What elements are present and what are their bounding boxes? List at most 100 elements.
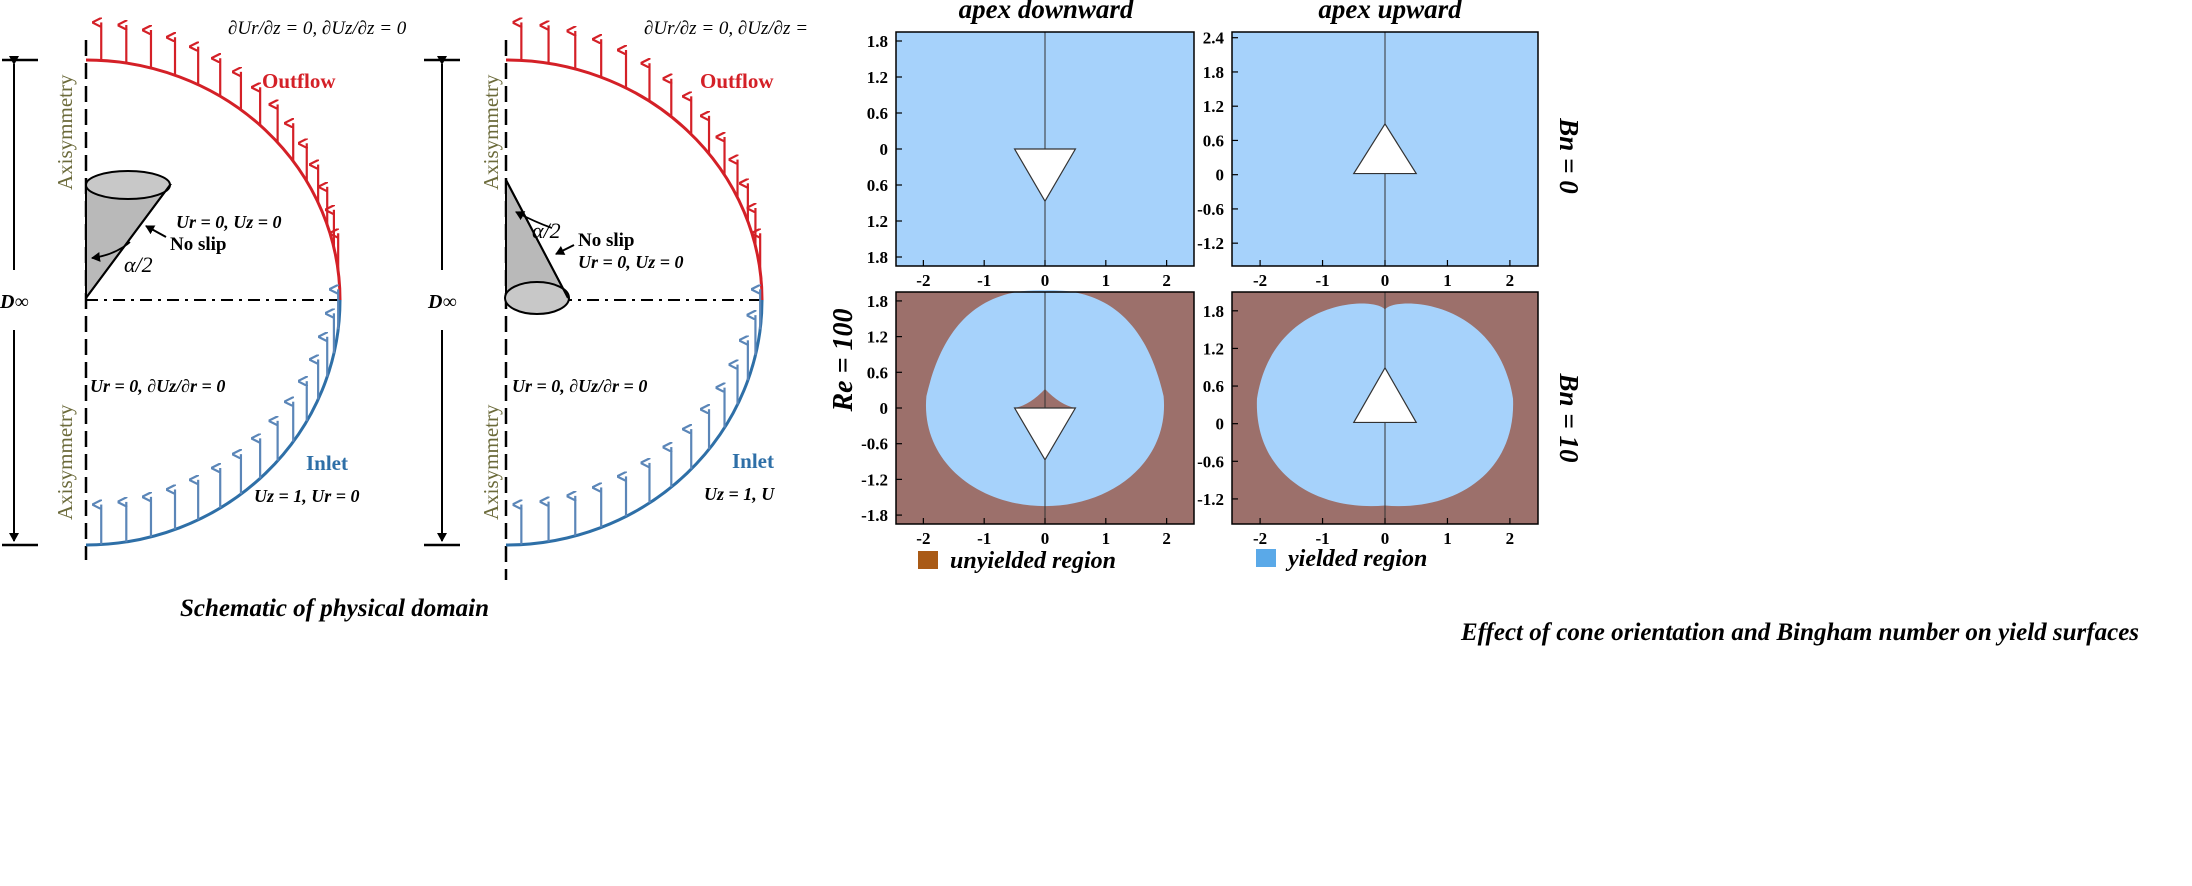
x-tick-label: 1: [1102, 271, 1111, 290]
results-caption: Effect of cone orientation and Bingham n…: [1460, 619, 2139, 646]
outflow-label: Outflow: [262, 69, 336, 93]
inlet-arrows: [101, 289, 340, 545]
inlet-boundary: [85, 299, 342, 547]
cone-cross-section: [1352, 366, 1418, 424]
x-tick-label: -1: [977, 271, 991, 290]
x-tick-label: -2: [916, 271, 930, 290]
x-tick-label: -2: [916, 529, 930, 548]
d-infinity-label: D∞: [427, 291, 457, 313]
half-angle-label: α/2: [124, 252, 153, 277]
reynolds-label: Re = 100: [828, 308, 859, 412]
x-tick-label: -1: [1315, 529, 1329, 548]
y-tick-label: 1.8: [1203, 63, 1224, 82]
x-tick-label: 2: [1506, 271, 1515, 290]
y-tick-label: 0.6: [867, 363, 888, 382]
legend-label-yielded: yielded region: [1285, 546, 1427, 572]
plot-apex-up-bn10: 1.8 1.2 0.6 0 -0.6 -1.2 -2 -1 0 1 2: [1197, 291, 1539, 548]
cone-cross-section: [1013, 407, 1077, 461]
y-tick-label: 2.4: [1203, 29, 1225, 48]
y-tick-label: -0.6: [1197, 452, 1224, 471]
y-tick-label: 1.8: [1203, 302, 1224, 321]
y-tick-label: -0.6: [1197, 200, 1224, 219]
plot-apex-down-bn0: 1.8 1.2 0.6 0 0.6 1.2 1.8 -2 -1 0 1 2: [867, 31, 1195, 290]
y-tick-label: 0: [1216, 166, 1225, 185]
axis-bc-text: Ur = 0, ∂Uz/∂r = 0: [90, 376, 225, 396]
x-tick-label: -2: [1253, 271, 1267, 290]
legend-label-unyielded: unyielded region: [950, 548, 1116, 574]
x-tick-label: 1: [1443, 529, 1452, 548]
y-tick-label: -0.6: [861, 435, 888, 454]
schematic-caption: Schematic of physical domain: [180, 595, 489, 622]
y-tick-label: 0.6: [1203, 131, 1224, 150]
y-tick-label: 1.2: [1203, 97, 1224, 116]
outflow-bc-text: ∂Ur/∂z = 0, ∂Uz/∂z = 0: [228, 18, 407, 39]
column-title-apex-upward: apex upward: [1318, 0, 1462, 24]
cone-cross-section: [1352, 122, 1418, 175]
cone-apex-down: [85, 170, 172, 302]
inlet-label: Inlet: [306, 451, 348, 475]
x-tick-label: -1: [1315, 271, 1329, 290]
inlet-label: Inlet: [732, 449, 774, 473]
x-tick-label: 1: [1102, 529, 1111, 548]
cone-apex-up: [504, 179, 570, 315]
cone-bc-text: Ur = 0, Uz = 0: [578, 252, 684, 272]
half-angle-label: α/2: [532, 218, 561, 243]
x-tick-label: 2: [1506, 529, 1515, 548]
axisymmetry-label-bottom: Axisymmetry: [479, 404, 503, 520]
inlet-bc-text: Uz = 1, Ur = 0: [254, 486, 360, 506]
axisymmetry-label-top: Axisymmetry: [479, 74, 503, 190]
inlet-bc-text: Uz = 1, U: [704, 484, 775, 504]
schematic-panel-cone-apex-up: D∞ Axisymmetry Axisymmetry ∂Ur/∂z = 0, ∂…: [424, 18, 808, 580]
axisymmetry-label-top: Axisymmetry: [53, 74, 77, 190]
axisymmetry-label-bottom: Axisymmetry: [53, 404, 77, 520]
axis-bc-text: Ur = 0, ∂Uz/∂r = 0: [512, 376, 647, 396]
column-title-apex-downward: apex downward: [959, 0, 1134, 24]
y-tick-label: 0.6: [1203, 377, 1224, 396]
y-tick-label: 1.8: [867, 292, 888, 311]
y-tick-label: -1.2: [1197, 234, 1224, 253]
y-tick-label: 1.8: [867, 248, 888, 267]
y-tick-label: 1.2: [867, 212, 888, 231]
inlet-arrows: [521, 289, 762, 545]
x-tick-label: -1: [977, 529, 991, 548]
row-label-bn10: Bn = 10: [1554, 373, 1584, 463]
schematic-panel-cone-apex-down: D∞ Axisymmetry Axisymmetry ∂Ur/∂z = 0, ∂…: [0, 18, 407, 560]
x-tick-label: 0: [1041, 529, 1050, 548]
x-tick-label: 1: [1443, 271, 1452, 290]
x-tick-label: -2: [1253, 529, 1267, 548]
plot-apex-down-bn10: 1.8 1.2 0.6 0 -0.6 -1.2 -1.8 -2 -1 0 1 2: [861, 290, 1195, 548]
cone-bc-text: Ur = 0, Uz = 0: [176, 212, 282, 232]
d-infinity-label: D∞: [0, 291, 29, 313]
y-tick-label: -1.2: [861, 470, 888, 489]
y-tick-label: 0.6: [867, 176, 888, 195]
outflow-bc-text: ∂Ur/∂z = 0, ∂Uz/∂z =: [644, 18, 808, 39]
x-tick-label: 2: [1162, 271, 1171, 290]
no-slip-label: No slip: [170, 234, 227, 255]
legend-swatch-unyielded: [918, 551, 938, 569]
y-tick-label: -1.2: [1197, 490, 1224, 509]
no-slip-label: No slip: [578, 230, 635, 251]
cone-cross-section: [1013, 148, 1077, 203]
y-tick-label: 0.6: [867, 104, 888, 123]
outflow-arrows: [101, 22, 340, 272]
y-tick-label: 1.2: [1203, 339, 1224, 358]
legend-swatch-yielded: [1256, 549, 1276, 567]
x-tick-label: 0: [1041, 271, 1050, 290]
y-tick-label: 1.2: [867, 328, 888, 347]
yield-surface-results: apex downward apex upward Re = 100 Bn = …: [828, 0, 2139, 646]
y-tick-label: 1.8: [867, 32, 888, 51]
y-tick-label: 0: [880, 140, 889, 159]
row-label-bn0: Bn = 0: [1554, 117, 1584, 194]
y-tick-label: 0: [1216, 415, 1225, 434]
y-tick-label: -1.8: [861, 506, 888, 525]
outflow-arrows: [521, 22, 762, 272]
inlet-boundary: [505, 299, 764, 547]
y-tick-label: 1.2: [867, 68, 888, 87]
x-tick-label: 0: [1381, 271, 1390, 290]
outflow-label: Outflow: [700, 69, 774, 93]
x-tick-label: 0: [1381, 529, 1390, 548]
plot-apex-up-bn0: 2.4 1.8 1.2 0.6 0 -0.6 -1.2 -2 -1 0 1 2: [1197, 29, 1539, 290]
x-tick-label: 2: [1162, 529, 1171, 548]
y-tick-label: 0: [880, 399, 889, 418]
